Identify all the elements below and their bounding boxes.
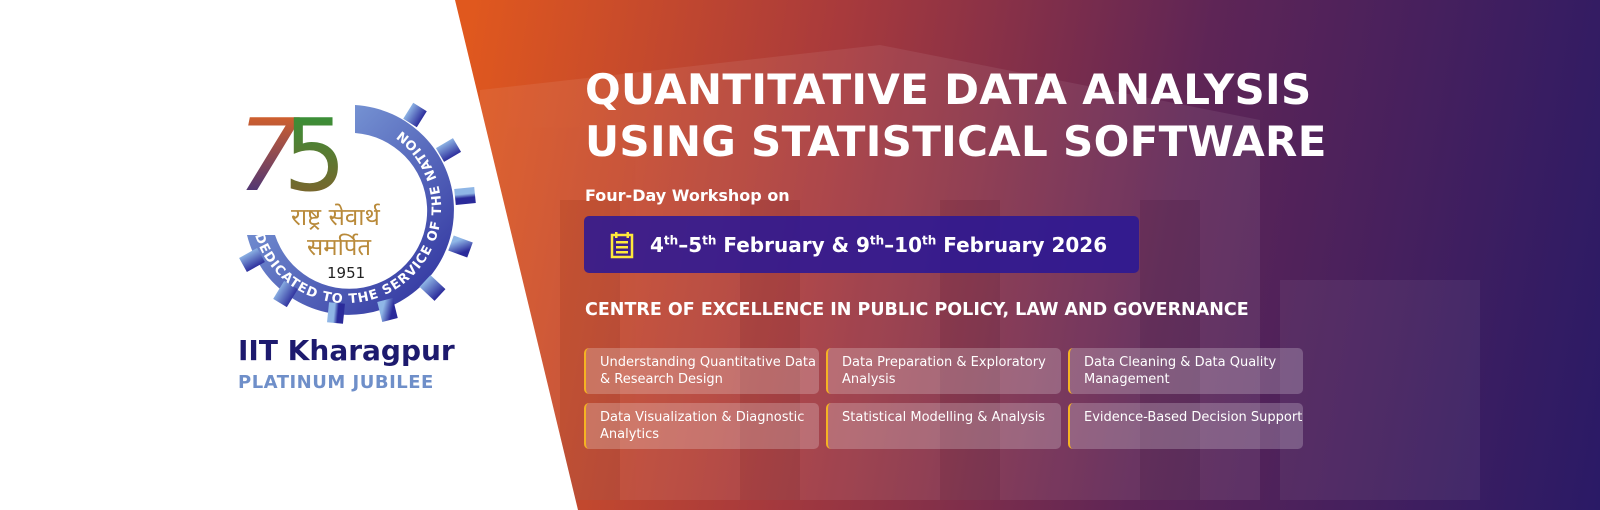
topic-card: Data Visualization & Diagnostic Analytic…: [584, 403, 819, 449]
date-banner: 4th–5th February & 9th–10th February 202…: [584, 216, 1139, 273]
topic-card: Data Preparation & Exploratory Analysis: [826, 348, 1061, 394]
centre-name: CENTRE OF EXCELLENCE IN PUBLIC POLICY, L…: [585, 300, 1249, 320]
page-title: QUANTITATIVE DATA ANALYSIS USING STATIST…: [585, 65, 1327, 166]
svg-text:5: 5: [283, 97, 347, 214]
topic-card: Statistical Modelling & Analysis: [826, 403, 1061, 449]
date-text: 4th–5th February & 9th–10th February 202…: [650, 232, 1108, 257]
svg-text:समर्पित: समर्पित: [307, 233, 372, 261]
topic-card: Data Cleaning & Data Quality Management: [1068, 348, 1303, 394]
calendar-icon: [610, 231, 634, 258]
gear-ring: [239, 90, 476, 324]
svg-text:7: 7: [237, 97, 301, 214]
platinum-jubilee: PLATINUM JUBILEE: [238, 372, 434, 393]
iit-75-logo: DEDICATED TO THE SERVICE OF THE NATION 7…: [237, 90, 476, 324]
institute-name: IIT Kharagpur: [238, 334, 455, 367]
topic-card: Evidence-Based Decision Support: [1068, 403, 1303, 449]
topics-grid: Understanding Quantitative Data & Resear…: [584, 348, 1303, 449]
topic-card: Understanding Quantitative Data & Resear…: [584, 348, 819, 394]
subtitle: Four-Day Workshop on: [585, 186, 790, 205]
svg-text:राष्ट्र सेवार्थ: राष्ट्र सेवार्थ: [291, 203, 381, 231]
svg-text:1951: 1951: [327, 264, 365, 282]
